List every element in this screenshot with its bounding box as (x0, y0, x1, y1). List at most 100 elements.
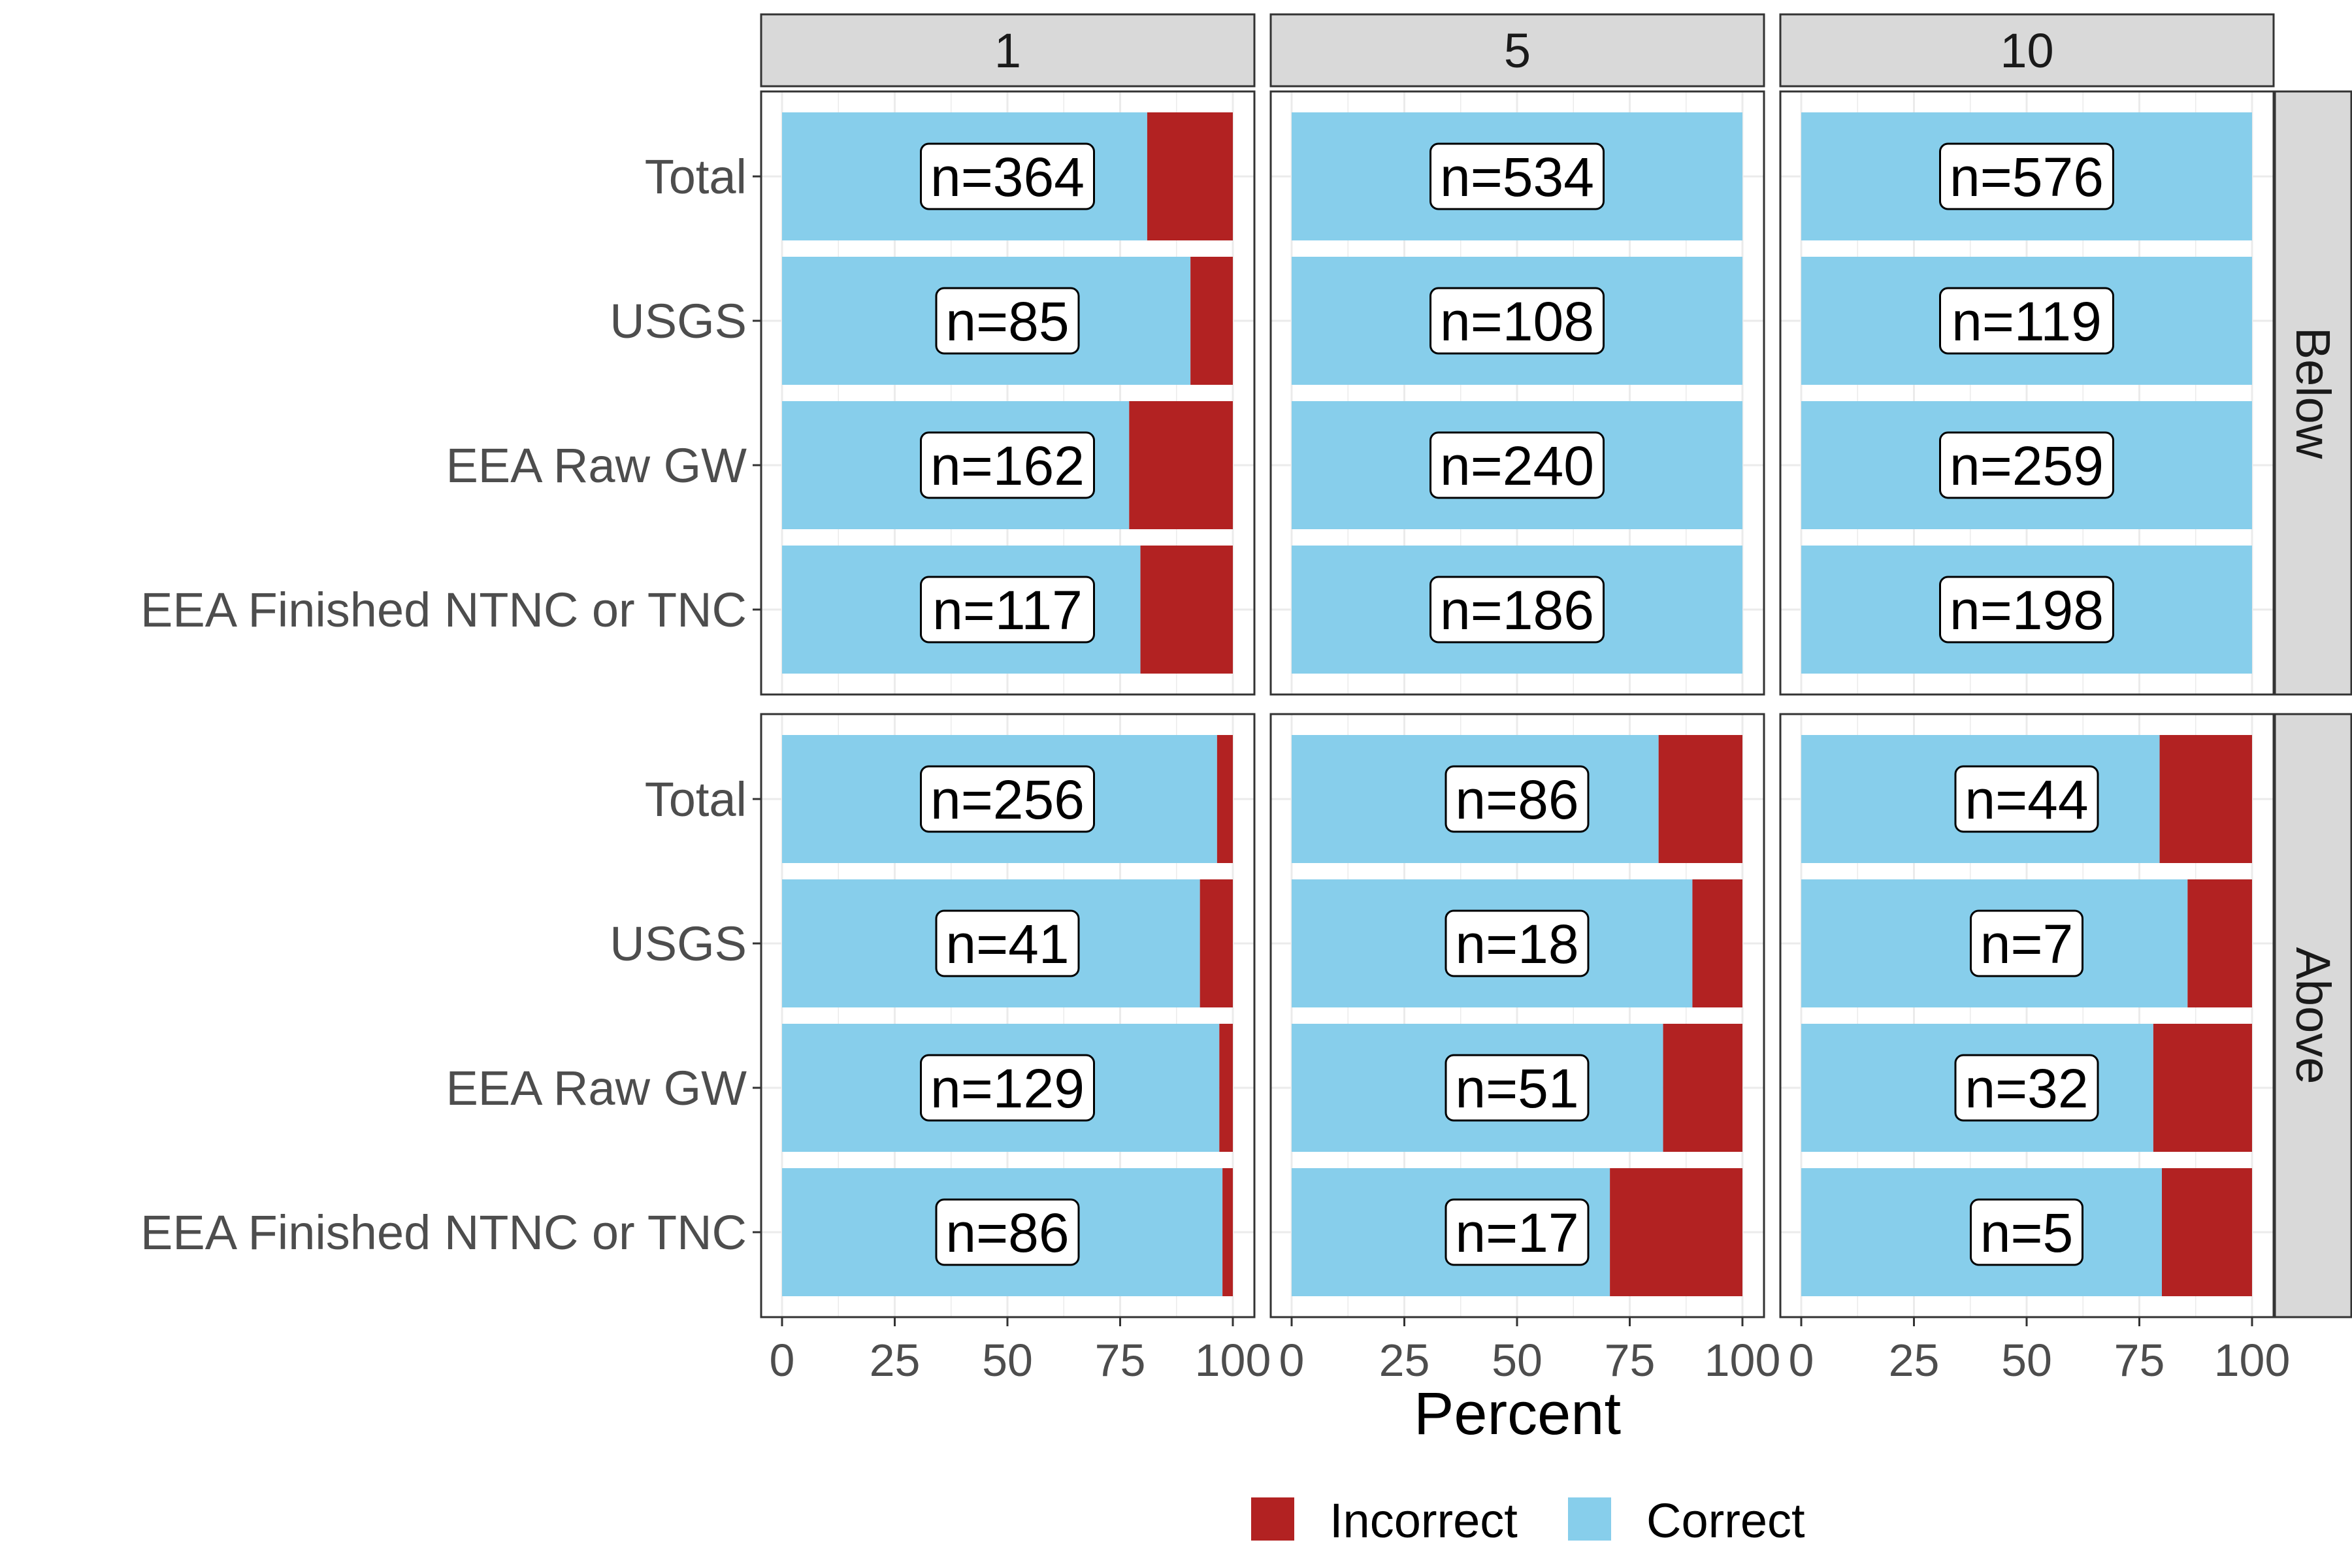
y-tick-label: USGS (610, 294, 747, 348)
n-label-above-10-0: n=44 (1965, 769, 2088, 830)
n-label-box-above-5-1 (1445, 909, 1590, 977)
facet-strip-col-label-1: 1 (994, 24, 1021, 78)
facet-strip-col-5 (1269, 13, 1765, 88)
n-label-box-above-10-0 (1954, 765, 2099, 833)
bar-incorrect-above-10-1 (2187, 879, 2252, 1007)
x-tick-label: 100 (1705, 1335, 1781, 1386)
panel-border-below-10 (1779, 90, 2275, 696)
n-label-above-10-2: n=32 (1965, 1058, 2088, 1119)
x-tick-label: 100 (2214, 1335, 2291, 1386)
bar-incorrect-below-1-2 (1129, 401, 1233, 529)
n-label-box-below-1-0 (920, 142, 1095, 210)
n-label-above-10-3: n=5 (1980, 1202, 2074, 1264)
bar-incorrect-above-10-3 (2162, 1168, 2252, 1296)
n-label-above-1-3: n=86 (945, 1202, 1069, 1264)
legend-label-correct: Correct (1646, 1494, 1805, 1548)
x-tick-label: 75 (1095, 1335, 1146, 1386)
bar-incorrect-above-5-0 (1658, 735, 1742, 863)
n-label-below-5-3: n=186 (1440, 580, 1594, 641)
n-label-above-1-0: n=256 (930, 769, 1085, 830)
x-tick-label: 0 (770, 1335, 795, 1386)
facet-strip-col-1 (760, 13, 1256, 88)
n-label-box-below-5-1 (1429, 287, 1605, 355)
y-tick-label: EEA Finished NTNC or TNC (140, 1205, 747, 1260)
x-tick-label: 25 (1379, 1335, 1430, 1386)
n-label-above-5-2: n=51 (1455, 1058, 1578, 1119)
n-label-box-below-10-0 (1939, 142, 2114, 210)
facet-strip-row-below (2274, 90, 2352, 696)
n-label-above-1-2: n=129 (930, 1058, 1085, 1119)
n-label-below-5-2: n=240 (1440, 435, 1594, 497)
n-label-below-10-0: n=576 (1950, 146, 2104, 208)
bar-incorrect-above-1-1 (1200, 879, 1233, 1007)
n-label-box-above-5-3 (1445, 1198, 1590, 1266)
n-label-above-5-3: n=17 (1455, 1202, 1578, 1264)
facet-strip-row-above (2274, 713, 2352, 1318)
x-tick-label: 50 (2001, 1335, 2052, 1386)
n-label-box-above-5-0 (1445, 765, 1590, 833)
x-tick-label: 25 (870, 1335, 921, 1386)
x-tick-label: 50 (1492, 1335, 1543, 1386)
x-tick-label: 25 (1889, 1335, 1940, 1386)
n-label-box-above-10-2 (1954, 1054, 2099, 1122)
panel-border-below-1 (760, 90, 1256, 696)
n-label-box-below-5-3 (1429, 576, 1605, 644)
x-tick-label: 100 (1195, 1335, 1271, 1386)
x-tick-label: 75 (2114, 1335, 2165, 1386)
n-label-box-below-10-3 (1939, 576, 2114, 644)
n-label-above-5-0: n=86 (1455, 769, 1578, 830)
n-label-below-1-2: n=162 (930, 435, 1085, 497)
y-tick-label: EEA Raw GW (446, 1061, 747, 1115)
bar-incorrect-below-1-0 (1147, 112, 1233, 240)
bar-incorrect-above-5-1 (1692, 879, 1742, 1007)
facet-strip-col-label-10: 10 (2000, 24, 2053, 78)
n-label-box-below-10-1 (1939, 287, 2114, 355)
n-label-box-above-1-3 (935, 1198, 1080, 1266)
n-label-box-below-5-2 (1429, 431, 1605, 499)
x-tick-label: 50 (982, 1335, 1033, 1386)
facet-strip-col-10 (1779, 13, 2275, 88)
bar-incorrect-below-1-3 (1140, 546, 1233, 674)
y-tick-label: USGS (610, 917, 747, 971)
facet-strip-col-label-5: 5 (1504, 24, 1531, 78)
n-label-box-below-1-3 (920, 576, 1095, 644)
legend-swatch-incorrect (1251, 1497, 1294, 1541)
n-label-box-above-5-2 (1445, 1054, 1590, 1122)
x-tick-label: 0 (1789, 1335, 1814, 1386)
n-label-below-10-1: n=119 (1952, 291, 2102, 352)
n-label-box-above-1-2 (920, 1054, 1095, 1122)
y-tick-label: EEA Raw GW (446, 438, 747, 493)
x-tick-label: 0 (1279, 1335, 1305, 1386)
bar-incorrect-above-1-2 (1219, 1024, 1233, 1152)
n-label-above-10-1: n=7 (1980, 913, 2074, 975)
n-label-box-below-5-0 (1429, 142, 1605, 210)
n-label-box-above-1-1 (935, 909, 1080, 977)
n-label-box-above-10-1 (1970, 909, 2083, 977)
n-label-below-1-3: n=117 (932, 580, 1083, 641)
x-axis-title: Percent (1414, 1380, 1621, 1447)
n-label-above-1-1: n=41 (945, 913, 1069, 975)
panel-border-below-5 (1269, 90, 1765, 696)
bar-incorrect-above-10-0 (2159, 735, 2252, 863)
bar-incorrect-above-5-3 (1610, 1168, 1742, 1296)
facet-strip-row-label-above: Above (2286, 947, 2340, 1085)
y-tick-label: Total (645, 772, 747, 826)
n-label-box-below-1-1 (935, 287, 1080, 355)
n-label-above-5-1: n=18 (1455, 913, 1578, 975)
n-label-box-below-10-2 (1939, 431, 2114, 499)
n-label-below-10-3: n=198 (1950, 580, 2104, 641)
bar-incorrect-above-1-0 (1217, 735, 1233, 863)
bar-incorrect-above-5-2 (1663, 1024, 1742, 1152)
n-label-box-above-10-3 (1970, 1198, 2083, 1266)
legend-label-incorrect: Incorrect (1330, 1494, 1518, 1548)
n-label-below-5-0: n=534 (1440, 146, 1594, 208)
legend-swatch-correct (1568, 1497, 1611, 1541)
facet-strip-row-label-below: Below (2286, 327, 2340, 459)
n-label-box-below-1-2 (920, 431, 1095, 499)
n-label-below-1-1: n=85 (945, 291, 1069, 352)
y-tick-label: Total (645, 150, 747, 204)
bar-incorrect-above-10-2 (2153, 1024, 2252, 1152)
n-label-below-5-1: n=108 (1440, 291, 1594, 352)
n-label-box-above-1-0 (920, 765, 1095, 833)
